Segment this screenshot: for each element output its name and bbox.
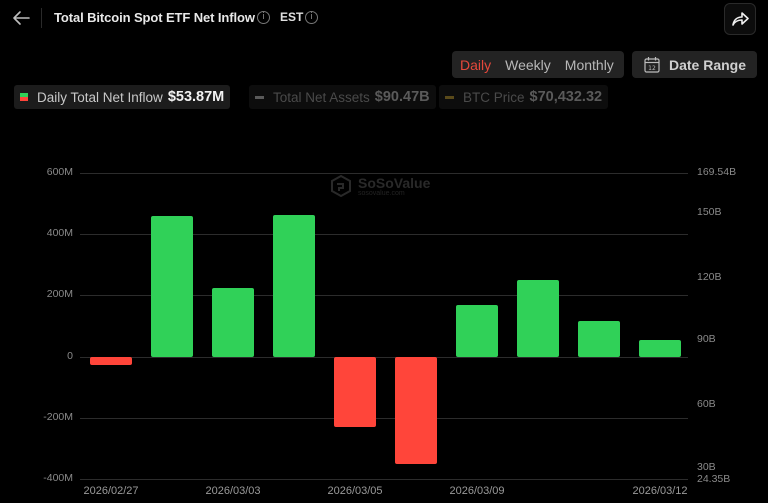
legend-total-net-assets[interactable]: Total Net Assets $90.47B: [249, 85, 436, 109]
bar-2026-03-05[interactable]: [334, 356, 376, 427]
timezone-label: EST: [280, 10, 304, 24]
bar-2026-03-02[interactable]: [151, 216, 193, 357]
gridline: [80, 417, 688, 419]
watermark: SoSoValue sosovalue.com: [330, 175, 430, 197]
y-axis-left-tick: -200M: [43, 410, 73, 423]
svg-text:12: 12: [648, 65, 656, 72]
y-axis-right-tick: 120B: [697, 271, 722, 283]
y-axis-left-tick: 400M: [46, 227, 73, 240]
legend-daily-net-inflow[interactable]: Daily Total Net Inflow $53.87M: [14, 85, 231, 109]
share-arrow-icon: [732, 12, 749, 26]
timezone-info-icon[interactable]: i: [305, 11, 318, 24]
arrow-left-icon: [13, 11, 30, 25]
header-divider: [41, 8, 42, 28]
gridline: [80, 479, 688, 480]
y-axis-right-tick: 24.35B: [697, 473, 731, 485]
legend-swatch-green-red: [20, 93, 28, 101]
gridline: [80, 234, 688, 236]
period-weekly-button[interactable]: Weekly: [505, 56, 551, 73]
x-axis-tick: 2026/03/12: [632, 485, 688, 497]
gridline: [80, 295, 688, 297]
bar-2026-03-06[interactable]: [395, 356, 437, 464]
gridline: [80, 173, 688, 174]
x-axis-tick: 2026/03/03: [205, 485, 261, 497]
bar-2026-03-11[interactable]: [578, 321, 620, 357]
y-axis-right-tick: 90B: [697, 333, 716, 345]
y-axis-right-tick: 30B: [697, 461, 716, 473]
legend-swatch-line: [255, 95, 264, 99]
legend-label: Total Net Assets: [273, 89, 370, 105]
date-range-button[interactable]: 12 Date Range: [632, 51, 757, 78]
y-axis-left-tick: 0: [67, 349, 73, 362]
watermark-brand: SoSoValue: [358, 175, 431, 191]
legend-label: Daily Total Net Inflow: [37, 89, 163, 105]
share-button[interactable]: [724, 3, 756, 35]
legend-label: BTC Price: [463, 89, 525, 105]
bar-2026-03-04[interactable]: [273, 215, 315, 357]
header: Total Bitcoin Spot ETF Net Inflow i EST …: [0, 0, 768, 38]
bar-2026-03-10[interactable]: [517, 280, 559, 357]
sosovalue-logo-icon: [331, 175, 351, 197]
x-axis-tick: 2026/03/09: [449, 485, 505, 497]
period-toggle: Daily Weekly Monthly: [452, 51, 624, 78]
legend-value: $70,432.32: [529, 89, 603, 105]
legend-value: $90.47B: [374, 89, 430, 105]
date-range-label: Date Range: [669, 56, 747, 73]
y-axis-right-tick: 60B: [697, 398, 716, 410]
x-axis-tick: 2026/03/05: [327, 485, 383, 497]
period-monthly-button[interactable]: Monthly: [564, 56, 614, 73]
title-info-icon[interactable]: i: [257, 11, 270, 24]
gridline: [80, 356, 688, 358]
bar-2026-03-09[interactable]: [456, 305, 498, 357]
bar-2026-02-27[interactable]: [90, 356, 132, 365]
legend-btc-price[interactable]: BTC Price $70,432.32: [439, 85, 609, 109]
y-axis-right-tick: 169.54B: [697, 166, 737, 178]
y-axis-left-tick: -400M: [43, 472, 73, 484]
back-button[interactable]: [10, 8, 32, 28]
y-axis-left-tick: 200M: [46, 288, 73, 301]
legend-swatch-line: [445, 95, 454, 99]
bar-2026-03-12[interactable]: [639, 340, 681, 357]
y-axis-left-tick: 600M: [46, 166, 73, 178]
x-axis-tick: 2026/02/27: [83, 485, 139, 497]
watermark-url: sosovalue.com: [358, 190, 405, 197]
y-axis-right-tick: 150B: [697, 206, 722, 218]
bar-2026-03-03[interactable]: [212, 288, 254, 357]
period-daily-button[interactable]: Daily: [460, 56, 492, 73]
page-title: Total Bitcoin Spot ETF Net Inflow: [54, 10, 255, 25]
calendar-icon: 12: [644, 57, 660, 73]
legend-value: $53.87M: [167, 89, 225, 105]
